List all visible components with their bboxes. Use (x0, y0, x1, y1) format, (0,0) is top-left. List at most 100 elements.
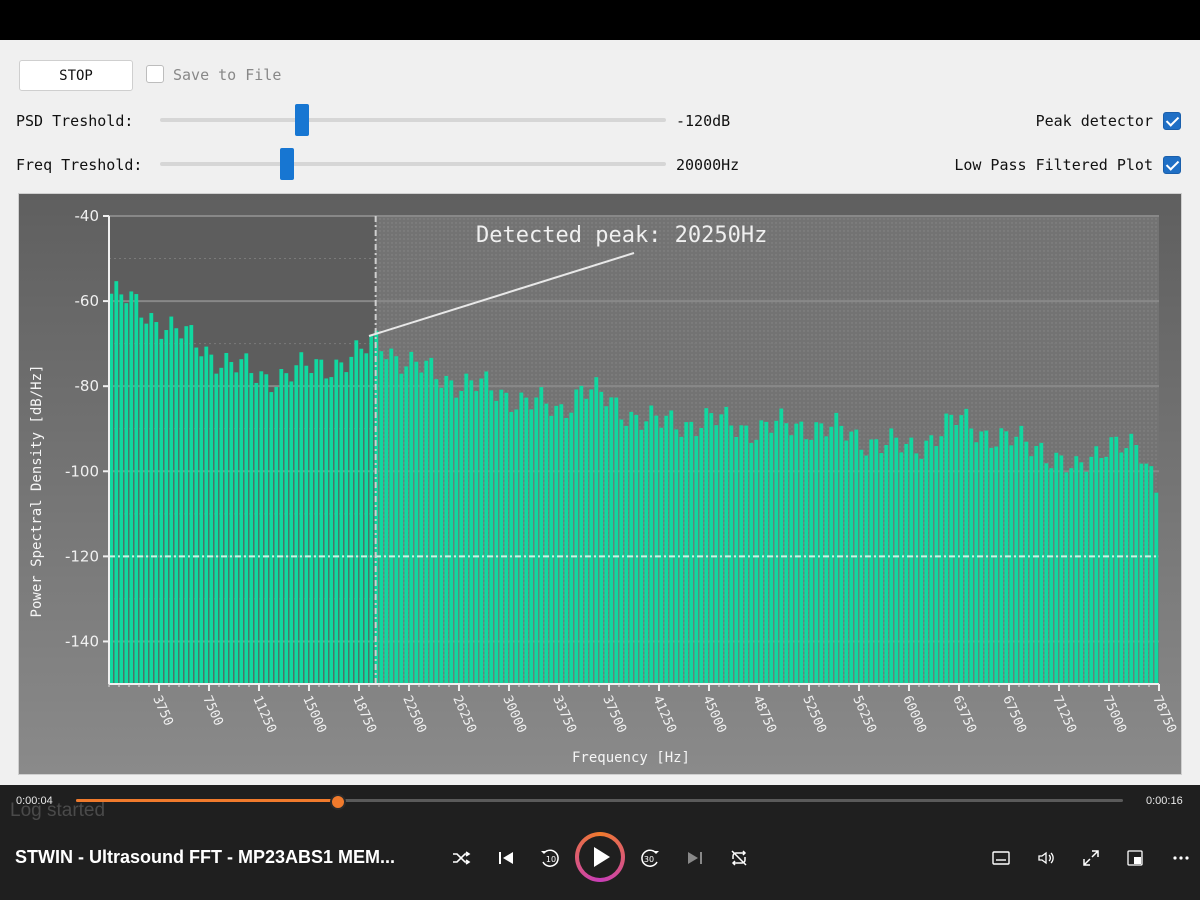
mini-player-button[interactable] (1124, 847, 1146, 869)
psd-bar (474, 391, 479, 684)
psd-bar (684, 422, 689, 684)
forward-30-icon: 30 (641, 849, 659, 867)
psd-bar (469, 380, 474, 684)
y-tick-label: -60 (75, 292, 100, 310)
psd-bar (614, 397, 619, 684)
forward-button[interactable]: 30 (638, 846, 662, 870)
psd-bar (519, 392, 524, 684)
psd-bar (304, 365, 309, 684)
psd-bar (249, 373, 254, 684)
psd-bar (994, 446, 999, 684)
psd-bar (109, 293, 114, 684)
psd-bar (124, 303, 129, 684)
psd-bar (464, 373, 469, 684)
more-options-button[interactable] (1170, 847, 1192, 869)
psd-bar (364, 353, 369, 684)
psd-bar (634, 414, 639, 684)
psd-bar (749, 442, 754, 684)
psd-bar (119, 294, 124, 684)
psd-bar (719, 414, 724, 684)
seek-bar[interactable] (76, 794, 1123, 810)
psd-bar (239, 359, 244, 684)
log-status-text: Log started (10, 800, 106, 821)
rewind-button[interactable]: 10 (538, 846, 562, 870)
psd-bar (1049, 468, 1054, 684)
psd-bar (244, 353, 249, 684)
psd-bar (209, 354, 214, 684)
psd-bar (914, 453, 919, 684)
save-to-file-checkbox[interactable] (146, 65, 164, 83)
fullscreen-button[interactable] (1080, 847, 1102, 869)
psd-bar (564, 417, 569, 684)
psd-threshold-label: PSD Treshold: (16, 112, 134, 130)
psd-bar (139, 317, 144, 684)
psd-bar (929, 435, 934, 684)
psd-bar (484, 371, 489, 684)
play-button[interactable] (575, 832, 625, 882)
psd-bar (339, 362, 344, 684)
stop-button[interactable]: STOP (19, 60, 133, 91)
psd-bar (574, 389, 579, 684)
psd-bar (644, 421, 649, 684)
psd-bar (784, 423, 789, 684)
freq-threshold-label: Freq Treshold: (16, 156, 143, 174)
seek-bar-thumb[interactable] (329, 794, 346, 810)
psd-bar (529, 409, 534, 684)
psd-bar (234, 372, 239, 684)
mini-player-icon (1127, 850, 1143, 866)
psd-bar (599, 391, 604, 684)
psd-bar (259, 371, 264, 684)
psd-threshold-slider-handle[interactable] (294, 104, 309, 136)
psd-bar (559, 404, 564, 684)
y-tick-label: -120 (65, 547, 99, 565)
psd-bar (294, 365, 299, 684)
psd-bar (1099, 457, 1104, 684)
low-pass-filtered-plot-label: Low Pass Filtered Plot (954, 156, 1153, 174)
psd-bar (649, 405, 654, 684)
psd-bar (1149, 466, 1154, 684)
next-button[interactable] (684, 847, 706, 869)
psd-threshold-slider[interactable] (160, 104, 666, 136)
media-title: STWIN - Ultrasound FFT - MP23ABS1 MEM... (15, 847, 396, 867)
psd-bar (629, 411, 634, 684)
psd-bar (774, 420, 779, 684)
shuffle-button[interactable] (450, 847, 472, 869)
psd-bar (489, 390, 494, 684)
freq-threshold-value: 20000Hz (676, 156, 740, 174)
volume-button[interactable] (1035, 847, 1057, 869)
psd-bar (779, 408, 784, 684)
psd-bar (224, 352, 229, 684)
psd-bar (434, 379, 439, 684)
peak-detector-checkbox[interactable] (1163, 112, 1181, 130)
psd-bar (1124, 448, 1129, 684)
low-pass-filtered-plot-checkbox[interactable] (1163, 156, 1181, 174)
psd-bar (919, 458, 924, 684)
psd-bar (889, 428, 894, 684)
psd-bar (584, 398, 589, 684)
freq-threshold-slider[interactable] (160, 148, 666, 180)
psd-bar (544, 403, 549, 684)
psd-bar (154, 322, 159, 684)
peak-detector-label: Peak detector (1035, 112, 1153, 130)
y-tick-label: -40 (75, 207, 100, 225)
detected-peak-annotation: Detected peak: 20250Hz (476, 223, 767, 248)
psd-bar (804, 439, 809, 684)
psd-bar (264, 374, 269, 684)
psd-chart: -40-60-80-100-120-140 3750 7500 11250 15000… (19, 194, 1181, 774)
psd-bar (1134, 445, 1139, 684)
psd-bar (1084, 471, 1089, 684)
psd-bar (739, 425, 744, 684)
psd-bar (169, 316, 174, 684)
repeat-off-icon (731, 850, 747, 866)
previous-button[interactable] (495, 847, 517, 869)
psd-bar (1089, 456, 1094, 684)
more-icon (1173, 856, 1189, 860)
psd-bar (299, 352, 304, 684)
captions-button[interactable] (990, 847, 1012, 869)
freq-threshold-slider-handle[interactable] (279, 148, 294, 180)
repeat-button[interactable] (728, 847, 750, 869)
psd-bar (449, 380, 454, 684)
psd-bar (1139, 463, 1144, 684)
y-tick-label: -140 (65, 632, 99, 650)
psd-bar (884, 445, 889, 684)
